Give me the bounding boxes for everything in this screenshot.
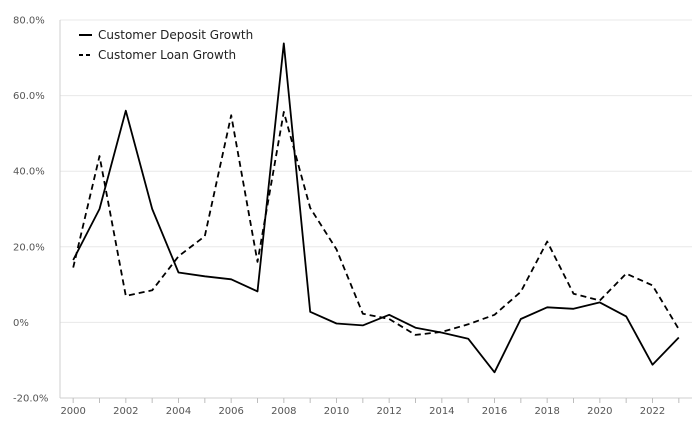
x-tick-label: 2008 xyxy=(271,406,296,417)
x-tick-label: 2004 xyxy=(166,406,191,417)
x-tick-label: 2000 xyxy=(60,406,85,417)
x-tick-label: 2018 xyxy=(534,406,559,417)
y-tick-label: 20.0% xyxy=(13,242,45,253)
x-tick-label: 2006 xyxy=(218,406,243,417)
y-tick-label: 0% xyxy=(13,318,29,329)
x-tick-label: 2016 xyxy=(482,406,507,417)
y-tick-label: 40.0% xyxy=(13,167,45,178)
x-tick-label: 2002 xyxy=(113,406,138,417)
legend: Customer Deposit Growth Customer Loan Gro… xyxy=(79,28,253,62)
legend-label: Customer Deposit Growth xyxy=(98,28,253,42)
x-tick-label: 2014 xyxy=(429,406,454,417)
gridlines xyxy=(60,19,692,323)
axes: -20.0% 0% 20.0% 40.0% 60.0% 80.0% 2000 2002 2004… xyxy=(13,16,692,417)
x-tick-label: 2020 xyxy=(587,406,612,417)
y-tick-label: 80.0% xyxy=(13,16,45,27)
y-tick-label: -20.0% xyxy=(13,394,48,405)
x-tick-label: 2022 xyxy=(640,406,665,417)
series-lines xyxy=(72,42,680,374)
legend-label: Customer Loan Growth xyxy=(98,48,236,62)
x-tick-label: 2010 xyxy=(324,406,349,417)
x-tick-label: 2012 xyxy=(376,406,401,417)
series-line-customer-loan-growth xyxy=(72,111,680,336)
series-line-customer-deposit-growth xyxy=(72,42,680,374)
y-tick-label: 60.0% xyxy=(13,91,45,102)
